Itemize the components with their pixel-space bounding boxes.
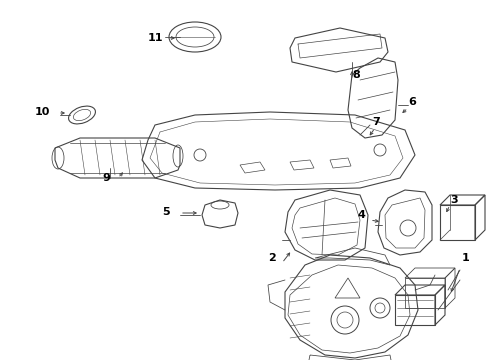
Text: 1: 1	[461, 253, 469, 263]
Text: 5: 5	[162, 207, 169, 217]
Text: 6: 6	[407, 97, 415, 107]
Text: 3: 3	[449, 195, 457, 205]
Text: 4: 4	[357, 210, 365, 220]
Text: 11: 11	[148, 33, 163, 43]
Text: 9: 9	[102, 173, 110, 183]
Text: 7: 7	[371, 117, 379, 127]
Text: 2: 2	[267, 253, 275, 263]
Text: 10: 10	[35, 107, 50, 117]
Text: 8: 8	[351, 70, 359, 80]
